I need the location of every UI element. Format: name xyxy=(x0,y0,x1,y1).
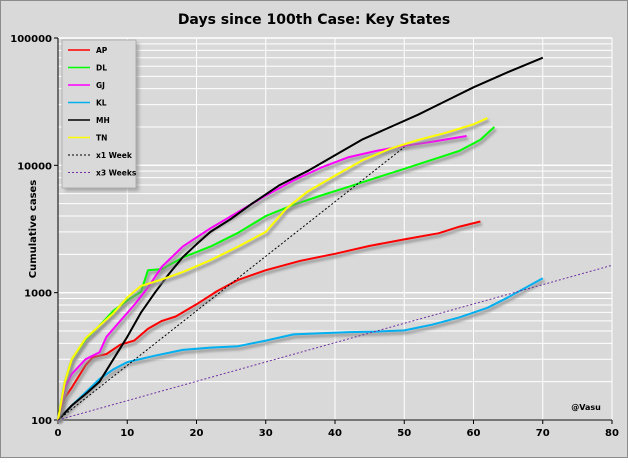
x-tick-label: 0 xyxy=(55,428,62,439)
series-line-mh xyxy=(57,56,544,421)
series-shadow-kl xyxy=(58,279,546,424)
x-tick-label: 30 xyxy=(259,428,273,439)
y-tick-label: 100 xyxy=(31,416,52,427)
legend-label-x1-week: x1 Week xyxy=(96,151,133,160)
series-line-kl xyxy=(57,277,544,421)
legend: AP DL GJ KL MH TN x1 Week x3 Weeks xyxy=(61,39,139,191)
y-tick-label: 1000 xyxy=(24,289,52,300)
legend-label-ap: AP xyxy=(96,46,108,55)
y-tick-label: 100000 xyxy=(10,34,52,45)
legend-label-x3-weeks: x3 Weeks xyxy=(96,169,137,178)
series-lines xyxy=(57,56,613,424)
series-shadow-tn xyxy=(57,119,490,423)
series-line-gj xyxy=(57,135,467,421)
series-line-x1-week xyxy=(57,146,405,421)
axes xyxy=(54,37,613,424)
x-tick-label: 40 xyxy=(328,428,342,439)
legend-label-tn: TN xyxy=(96,134,107,143)
y-tick-label: 10000 xyxy=(17,161,52,172)
x-tick-label: 60 xyxy=(467,428,481,439)
legend-label-kl: KL xyxy=(96,99,107,108)
legend-box xyxy=(61,39,137,189)
tick-labels: 0 10 20 30 40 50 60 70 80 100 1000 10000 100000 xyxy=(10,34,619,439)
legend-label-gj: GJ xyxy=(96,81,105,90)
series-line-tn xyxy=(57,117,488,421)
x-tick-label: 70 xyxy=(536,428,550,439)
chart-annotation: @Vasu xyxy=(571,403,601,412)
legend-label-mh: MH xyxy=(96,116,110,125)
series-shadow-ap xyxy=(57,222,483,423)
x-tick-label: 20 xyxy=(190,428,204,439)
y-axis-label: Cumulative cases xyxy=(28,180,39,279)
x-tick-label: 50 xyxy=(397,428,411,439)
legend-label-dl: DL xyxy=(96,64,107,73)
x-tick-label: 10 xyxy=(120,428,134,439)
series-shadow-gj xyxy=(57,136,469,423)
x-tick-label: 80 xyxy=(605,428,619,439)
chart-title: Days since 100th Case: Key States xyxy=(178,12,450,28)
